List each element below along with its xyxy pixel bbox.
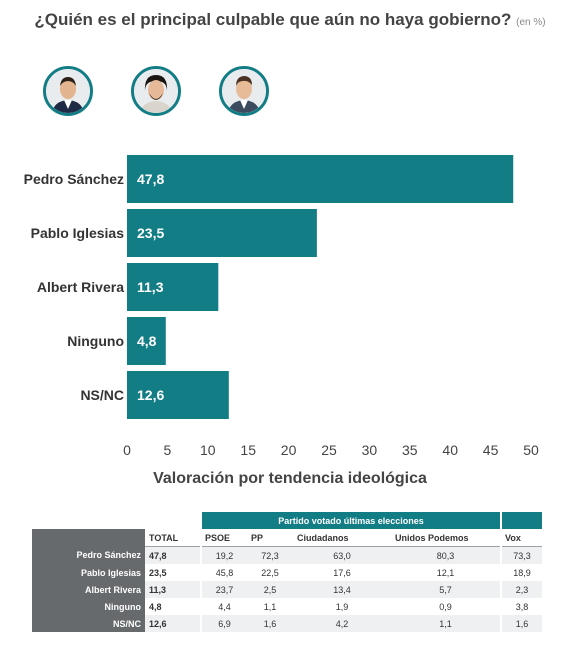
x-tick-label: 50 [523,442,539,455]
data-label: 11,3 [137,279,164,295]
x-tick-label: 0 [123,442,131,455]
x-tick-label: 30 [362,442,378,455]
row-label-corner [32,529,145,547]
chart-title: ¿Quién es el principal culpable que aún … [0,10,580,30]
chart-title-text: ¿Quién es el principal culpable que aún … [34,10,512,29]
x-tick-label: 35 [402,442,418,455]
table-subtitle: Valoración por tendencia ideológica [153,470,427,487]
table-cell: 4,8 [145,598,201,615]
table-cell: 4,2 [293,615,391,632]
bar [127,209,317,257]
category-label: Pedro Sánchez [24,171,124,187]
table-cell: 47,8 [145,546,201,564]
x-tick-label: 15 [240,442,256,455]
table-cell: 1,1 [391,615,502,632]
table-cell: 1,1 [247,598,293,615]
table-cell: 19,2 [200,546,247,564]
category-label: NS/NC [80,387,124,403]
category-label: Ninguno [67,333,124,349]
table-cell: 1,6 [247,615,293,632]
x-tick-label: 40 [442,442,458,455]
table-cell: 4,4 [200,598,247,615]
person-avatar-icon [43,66,93,116]
data-label: 12,6 [137,387,164,403]
x-tick-label: 10 [200,442,216,455]
table-cell: 2,5 [247,581,293,598]
row-label: Ninguno [32,598,145,615]
bar [127,155,514,203]
table-cell: 18,9 [500,564,543,581]
bar [127,317,166,365]
row-label: Pablo Iglesias [32,564,145,581]
row-label: Albert Rivera [32,581,145,598]
person-avatar-icon [131,66,181,116]
table-cell: 63,0 [293,546,391,564]
table-row: Ninguno 4,8 4,4 1,1 1,9 0,9 3,8 [32,598,543,615]
table-cell: 13,4 [293,581,391,598]
table-group-header: Partido votado últimas elecciones [199,512,502,529]
column-header: Ciudadanos [293,529,391,547]
table-corner [32,512,201,529]
table-cell: 3,8 [500,598,543,615]
category-label: Albert Rivera [37,279,124,295]
table-cell: 11,3 [145,581,201,598]
table-cell: 6,9 [200,615,247,632]
table-cell: 17,6 [293,564,391,581]
x-tick-label: 45 [483,442,499,455]
table-group-header-end [500,512,543,529]
table-cell: 1,9 [293,598,391,615]
bar [127,371,229,419]
data-label: 23,5 [137,225,164,241]
table-row: NS/NC 12,6 6,9 1,6 4,2 1,1 1,6 [32,615,543,632]
row-label: NS/NC [32,615,145,632]
category-label: Pablo Iglesias [31,225,125,241]
column-header: Unidos Podemos [391,529,502,547]
column-header: PP [247,529,293,547]
table-cell: 23,7 [200,581,247,598]
table-cell: 45,8 [200,564,247,581]
table-cell: 1,6 [500,615,543,632]
column-header: Vox [501,529,543,547]
column-header: TOTAL [145,529,201,547]
table-row: Albert Rivera 11,3 23,7 2,5 13,4 5,7 2,3 [32,581,543,598]
table-cell: 12,6 [145,615,201,632]
table-cell: 72,3 [247,546,293,564]
bar [127,263,219,311]
row-label: Pedro Sánchez [32,546,145,564]
table-cell: 2,3 [500,581,543,598]
x-tick-label: 5 [164,442,172,455]
table-row: Pablo Iglesias 23,5 45,8 22,5 17,6 12,1 … [32,564,543,581]
data-label: 4,8 [137,333,157,349]
column-header: PSOE [201,529,247,547]
table-cell: 22,5 [247,564,293,581]
x-tick-label: 20 [281,442,297,455]
bar-chart: Pedro Sánchez 47,8 Pablo Iglesias 23,5 Alber… [24,155,539,455]
table-cell: 0,9 [391,598,502,615]
chart-title-unit: (en %) [516,17,546,28]
table-cell: 5,7 [391,581,502,598]
table-cell: 23,5 [145,564,201,581]
person-avatar-icon [219,66,269,116]
table-cell: 73,3 [500,546,543,564]
table-row: Pedro Sánchez 47,8 19,2 72,3 63,0 80,3 7… [32,546,543,564]
ideology-table: Partido votado últimas elecciones TOTAL … [32,512,543,632]
table-cell: 12,1 [391,564,502,581]
data-label: 47,8 [137,171,164,187]
x-tick-label: 25 [321,442,337,455]
table-cell: 80,3 [391,546,502,564]
